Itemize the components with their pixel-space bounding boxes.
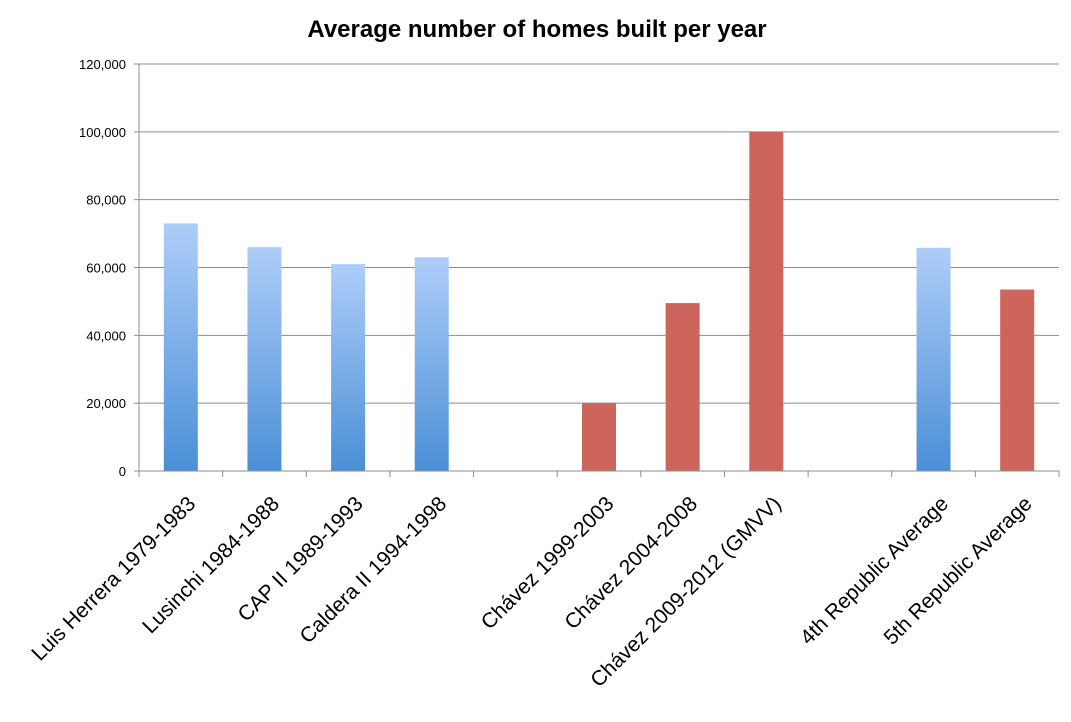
bar — [247, 247, 282, 471]
bar — [414, 257, 449, 471]
chart-title: Average number of homes built per year — [307, 16, 766, 43]
y-tick-label: 20,000 — [86, 396, 126, 411]
y-tick-label: 80,000 — [86, 193, 126, 208]
bar — [665, 303, 700, 471]
x-tick-label: 5th Republic Average — [880, 492, 1037, 649]
y-tick-label: 0 — [119, 464, 126, 479]
bar — [582, 403, 616, 471]
y-tick-label: 100,000 — [79, 125, 126, 140]
bar — [1000, 289, 1035, 471]
y-tick-label: 40,000 — [86, 328, 126, 343]
bar — [749, 131, 784, 472]
bar — [331, 264, 366, 471]
bar — [163, 223, 198, 471]
x-tick-label: 4th Republic Average — [796, 492, 953, 649]
bar — [916, 247, 951, 471]
y-tick-label: 120,000 — [79, 57, 126, 72]
y-tick-label: 60,000 — [86, 261, 126, 276]
x-tick-label: Caldera II 1994-1998 — [295, 492, 451, 648]
x-tick-label: Lusinchi 1984-1988 — [138, 492, 284, 638]
x-tick-label: Luis Herrera 1979-1983 — [27, 492, 200, 665]
